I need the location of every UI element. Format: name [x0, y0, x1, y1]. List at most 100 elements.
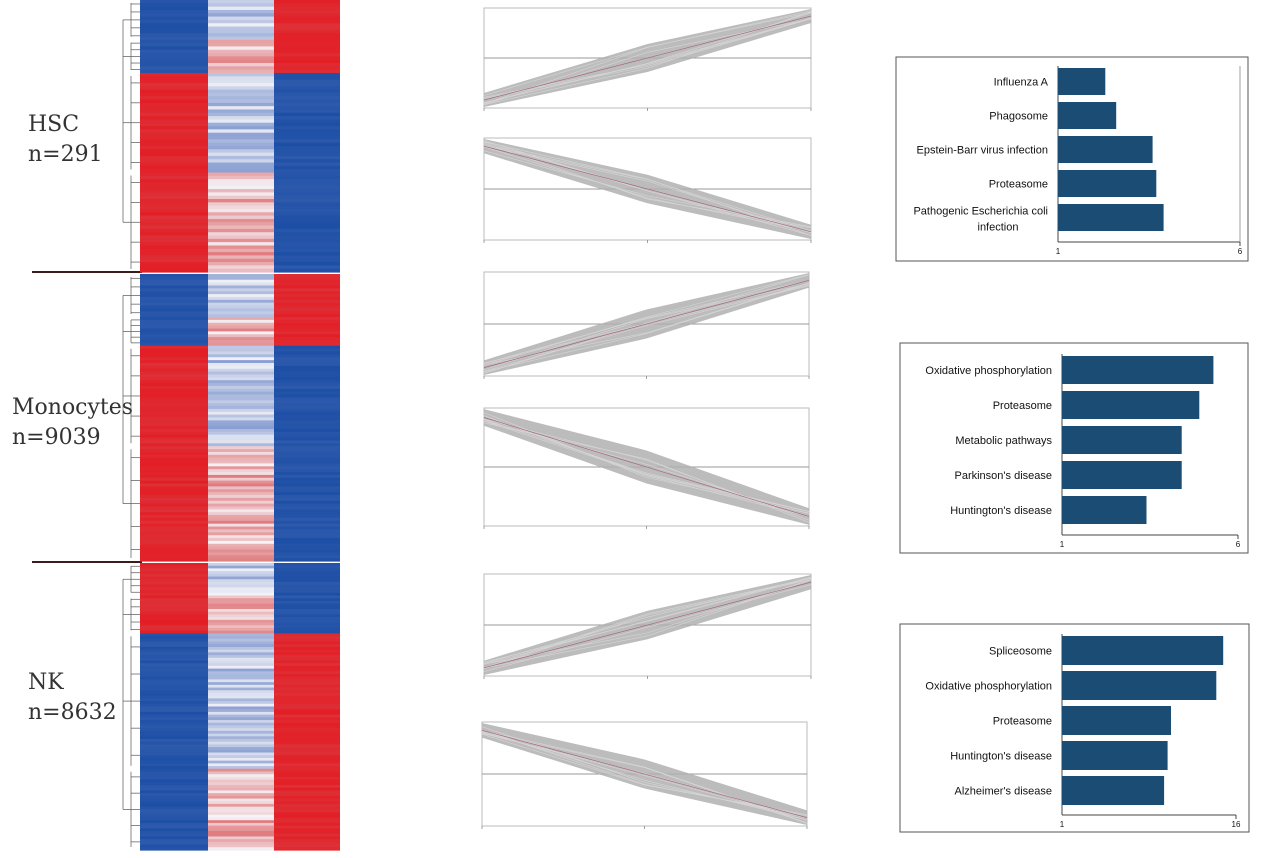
heatmap-cell	[274, 302, 340, 307]
heatmap-cell	[140, 817, 208, 821]
heatmap-cell	[208, 282, 274, 287]
heatmap-cell	[140, 460, 208, 465]
heatmap-cell	[274, 162, 340, 167]
trend-line	[483, 579, 812, 669]
heatmap-cell	[140, 208, 208, 213]
heatmap-cell	[274, 590, 340, 594]
heatmap-cell	[208, 730, 274, 735]
trend-line	[483, 577, 812, 664]
heatmap-cell	[208, 302, 274, 307]
heatmap-cell	[274, 625, 340, 629]
heatmap-cell	[208, 717, 274, 721]
heatmap-cell	[140, 397, 208, 401]
heatmap-cell	[140, 33, 208, 38]
heatmap-cell	[274, 403, 340, 407]
heatmap-cell	[140, 828, 208, 832]
heatmap-cell	[140, 199, 208, 203]
heatmap-cell	[274, 265, 340, 270]
heatmap-cell	[208, 454, 274, 459]
group-label-nk: NK n=8632	[28, 668, 117, 728]
heatmap-cell	[274, 443, 340, 447]
heatmap-cell	[208, 798, 274, 802]
heatmap-cell	[140, 377, 208, 381]
heatmap-cell	[274, 76, 340, 81]
heatmap-cell	[140, 798, 208, 802]
heatmap-cell	[208, 625, 274, 629]
heatmap-cell	[140, 391, 208, 396]
heatmap-cell	[140, 325, 208, 330]
heatmap-cell	[140, 454, 208, 459]
heatmap-cell	[274, 288, 340, 292]
heatmap-cell	[208, 149, 274, 154]
enrichment-bar	[1062, 461, 1182, 489]
heatmap-cell	[208, 573, 274, 578]
heatmap-cell	[208, 172, 274, 177]
heatmap-cell	[140, 142, 208, 147]
heatmap-cell	[140, 457, 208, 462]
heatmap-hsc	[122, 0, 340, 273]
heatmap-cell	[140, 579, 208, 583]
enrichment-bar	[1062, 356, 1214, 384]
heatmap-cell	[274, 400, 340, 404]
enrichment-tick-label: 6	[1236, 540, 1241, 549]
heatmap-cell	[140, 145, 208, 150]
heatmap-cell	[208, 291, 274, 295]
heatmap-cell	[208, 494, 274, 499]
heatmap-cell	[140, 132, 208, 137]
heatmap-cell	[208, 245, 274, 250]
heatmap-cell	[274, 463, 340, 467]
heatmap-cell	[274, 99, 340, 104]
heatmap-cell	[208, 365, 274, 370]
heatmap-cell	[274, 817, 340, 821]
heatmap-cell	[208, 543, 274, 548]
heatmap-cell	[274, 43, 340, 48]
heatmap-cell	[208, 460, 274, 465]
heatmap-cell	[274, 305, 340, 310]
heatmap-cell	[208, 571, 274, 575]
heatmap-cell	[140, 394, 208, 399]
heatmap-cell	[140, 351, 208, 355]
heatmap-cell	[208, 747, 274, 751]
heatmap-cell	[140, 782, 208, 786]
heatmap-cell	[140, 162, 208, 167]
heatmap-cell	[140, 660, 208, 664]
heatmap-cell	[140, 159, 208, 164]
heatmap-cell	[208, 614, 274, 618]
heatmap-cell	[208, 328, 274, 332]
heatmap-cell	[140, 175, 208, 180]
heatmap-cell	[140, 469, 208, 473]
heatmap-cell	[274, 420, 340, 424]
heatmap-cell	[140, 334, 208, 338]
heatmap-cell	[140, 119, 208, 124]
heatmap-cell	[274, 56, 340, 61]
heatmap-cell	[274, 771, 340, 775]
heatmap-cell	[208, 122, 274, 127]
heatmap-cell	[140, 646, 208, 651]
heatmap-cell	[274, 322, 340, 327]
heatmap-cell	[140, 787, 208, 792]
heatmap-cell	[140, 701, 208, 705]
heatmap-cell	[274, 345, 340, 350]
heatmap-cell	[208, 0, 274, 4]
heatmap-cell	[140, 506, 208, 510]
heatmap-cell	[208, 371, 274, 376]
heatmap-cell	[208, 82, 274, 87]
heatmap-cell	[208, 828, 274, 832]
heatmap-cell	[208, 497, 274, 502]
heatmap-cell	[208, 39, 274, 44]
heatmap-cell	[208, 477, 274, 482]
heatmap-cell	[208, 106, 274, 111]
heatmap-cell	[208, 96, 274, 101]
heatmap-cell	[274, 212, 340, 217]
heatmap-cell	[274, 831, 340, 835]
heatmap-cell	[140, 619, 208, 624]
heatmap-cell	[208, 847, 274, 851]
heatmap-cell	[140, 714, 208, 718]
heatmap-cell	[208, 274, 274, 278]
heatmap-cell	[140, 738, 208, 743]
heatmap-cell	[274, 380, 340, 384]
heatmap-cell	[208, 641, 274, 645]
heatmap-cell	[140, 598, 208, 602]
heatmap-cell	[208, 56, 274, 61]
heatmap-cell	[274, 185, 340, 190]
